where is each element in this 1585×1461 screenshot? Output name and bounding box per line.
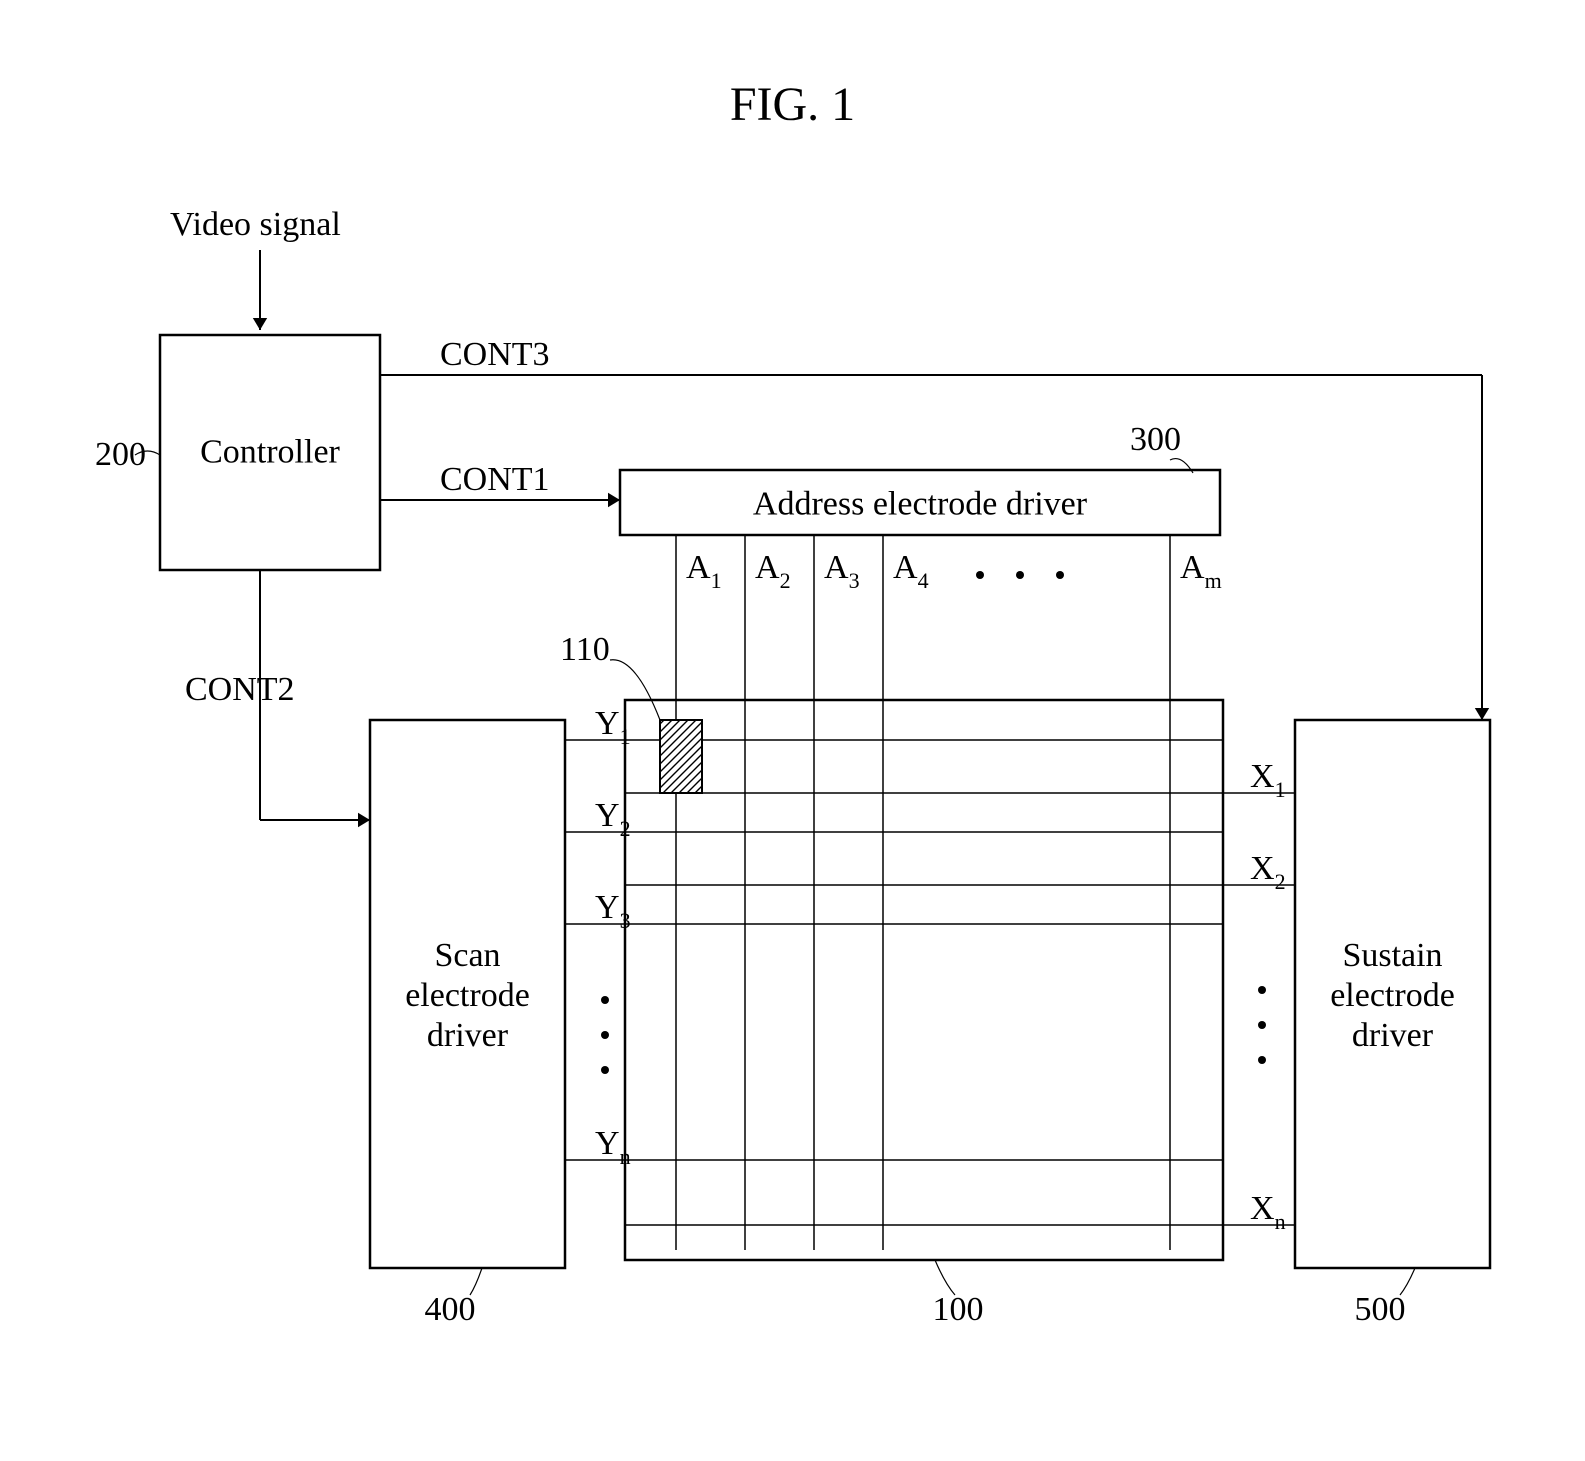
svg-text:A2: A2 <box>755 549 791 593</box>
svg-text:A4: A4 <box>893 549 929 593</box>
svg-text:Xn: Xn <box>1250 1190 1286 1234</box>
svg-text:X1: X1 <box>1250 758 1286 802</box>
svg-text:electrode: electrode <box>405 977 530 1014</box>
controller-ref: 200 <box>95 436 146 473</box>
svg-text:Sustain: Sustain <box>1342 937 1442 974</box>
address-driver-ref: 300 <box>1130 421 1181 458</box>
cell-ref: 110 <box>560 631 610 668</box>
cont2-label: CONT2 <box>185 671 295 708</box>
address-driver-label: Address electrode driver <box>753 486 1088 523</box>
video-signal-label: Video signal <box>170 206 341 243</box>
svg-text:electrode: electrode <box>1330 977 1455 1014</box>
svg-text:A3: A3 <box>824 549 860 593</box>
svg-text:A1: A1 <box>686 549 722 593</box>
svg-text:Am: Am <box>1180 549 1222 593</box>
cont1-label: CONT1 <box>440 461 550 498</box>
discharge-cell <box>660 720 702 793</box>
svg-text:driver: driver <box>1352 1017 1434 1054</box>
svg-text:X2: X2 <box>1250 850 1286 894</box>
controller-label: Controller <box>200 434 340 471</box>
display-panel <box>625 700 1223 1260</box>
sustain-driver-ref: 500 <box>1355 1291 1406 1328</box>
panel-ref: 100 <box>933 1291 984 1328</box>
svg-text:Scan: Scan <box>434 937 500 974</box>
cont3-label: CONT3 <box>440 336 550 373</box>
figure-title: FIG. 1 <box>730 78 855 131</box>
scan-driver-ref: 400 <box>425 1291 476 1328</box>
svg-text:driver: driver <box>427 1017 509 1054</box>
